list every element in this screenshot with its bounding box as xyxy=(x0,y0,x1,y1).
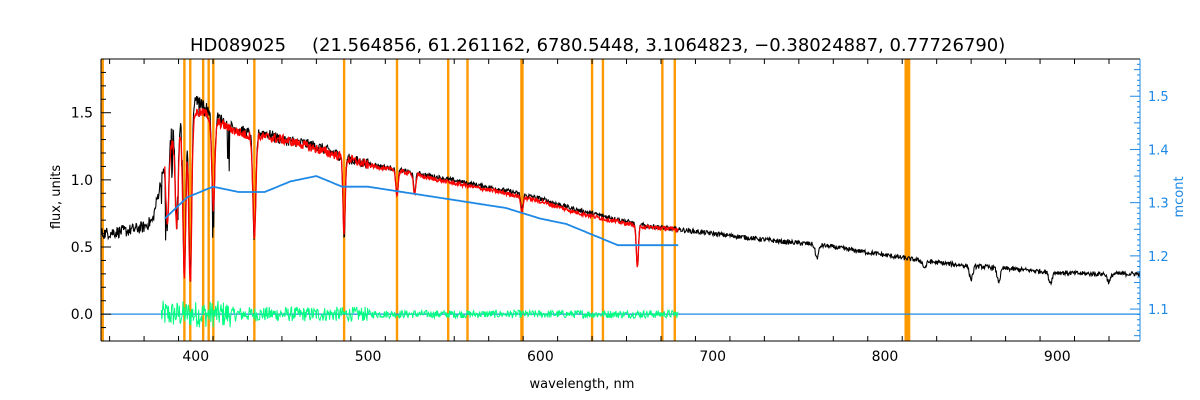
x-axis-label: wavelength, nm xyxy=(530,377,635,392)
model-spectrum-layer xyxy=(164,107,679,282)
x-tick-label: 600 xyxy=(527,349,554,365)
chart-title: HD089025 xyxy=(190,35,286,56)
x-tick-label: 400 xyxy=(182,349,209,365)
y2-tick-label: 1.4 xyxy=(1148,143,1169,158)
axes-layer: 400 500 600 700 800 900 0.0 0.5 1.0 1.5 1.1 1.2 1.3 1… xyxy=(71,58,1169,365)
mask-lines-layer xyxy=(101,59,911,341)
x-tick-label: 700 xyxy=(699,349,726,365)
y-tick-label: 0.5 xyxy=(71,240,93,256)
y2-axis-label: mcont xyxy=(1172,176,1187,217)
x-tick-label: 500 xyxy=(355,349,382,365)
observed-spectrum-layer xyxy=(100,95,1141,286)
residuals-series xyxy=(160,300,679,328)
continuum-series xyxy=(164,175,679,247)
y-tick-label: 0.0 xyxy=(71,307,93,323)
chart-params-text: (21.564856, 61.261162, 6780.5448, 3.1064… xyxy=(312,35,1005,56)
residuals-layer xyxy=(160,300,679,328)
y-tick-label: 1.5 xyxy=(71,106,93,122)
y2-tick-label: 1.3 xyxy=(1148,197,1169,212)
y-axis-label: flux, units xyxy=(49,165,64,230)
y2-tick-label: 1.2 xyxy=(1148,250,1169,265)
y2-tick-label: 1.5 xyxy=(1148,90,1169,105)
y2-tick-label: 1.1 xyxy=(1148,303,1169,318)
model-spectrum-series xyxy=(164,107,679,282)
observed-spectrum-series xyxy=(100,95,1141,286)
x-tick-label: 900 xyxy=(1044,349,1071,365)
x-tick-label: 800 xyxy=(872,349,899,365)
continuum-layer xyxy=(164,175,679,247)
y-tick-label: 1.0 xyxy=(71,173,93,189)
